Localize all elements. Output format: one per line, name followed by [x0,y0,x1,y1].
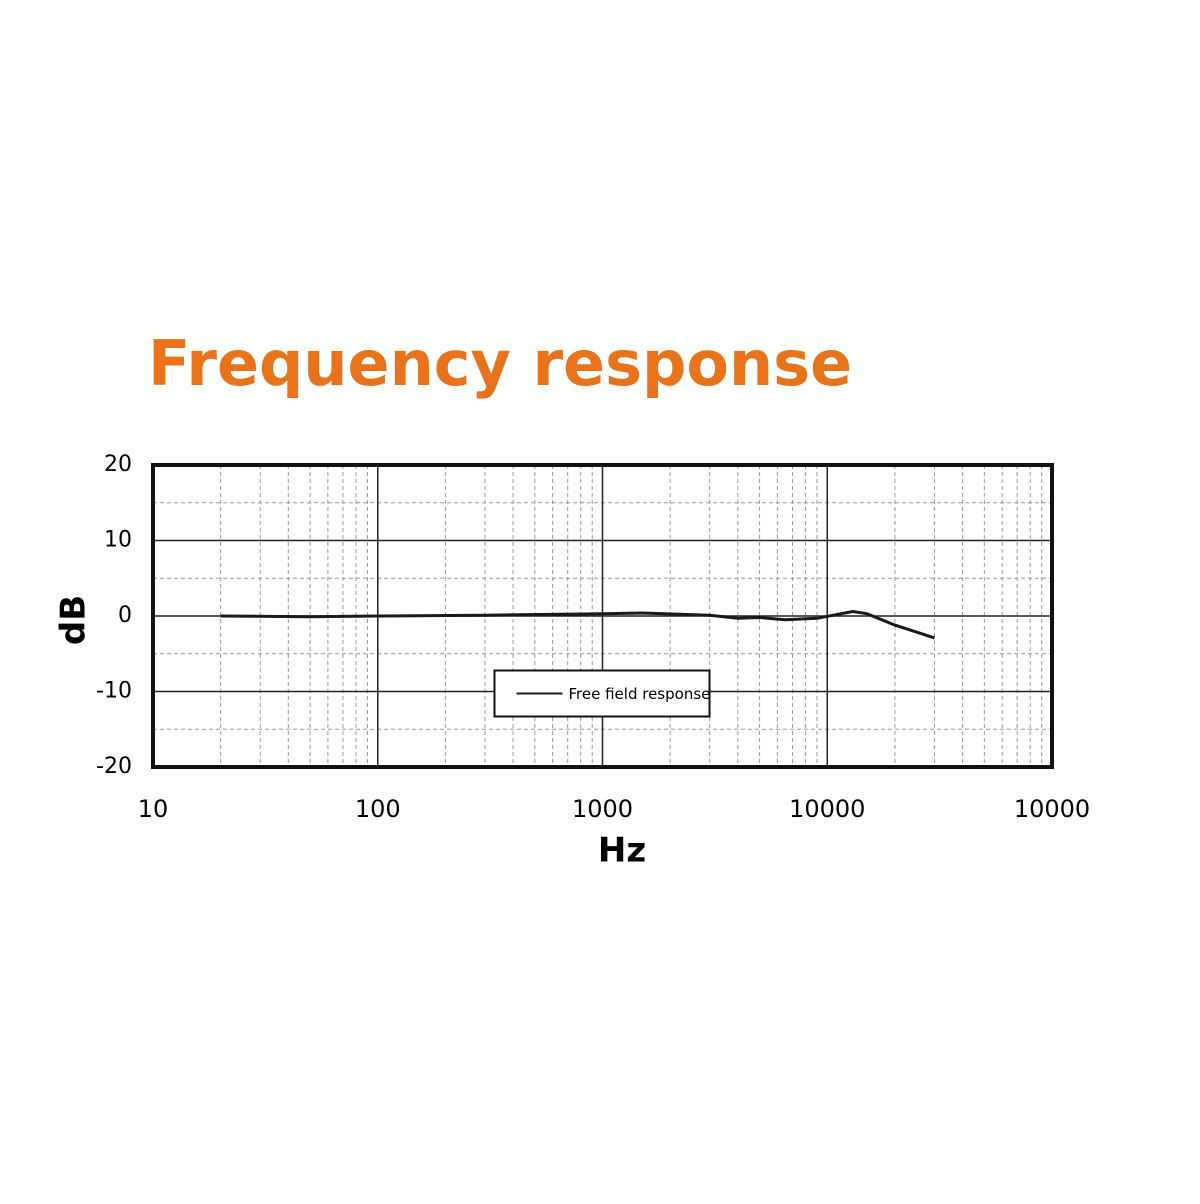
x-axis-label: Hz [598,831,646,871]
y-tick-label: -20 [96,754,132,779]
x-tick-label: 10 [138,795,169,823]
chart-title: Frequency response [148,327,852,400]
x-tick-label: 10000 [1014,795,1090,823]
x-tick-label: 10000 [789,795,865,823]
x-tick-label: 100 [355,795,401,823]
y-tick-label: 20 [104,452,132,477]
plot-frame [151,463,1054,769]
y-tick-label: -10 [96,679,132,704]
y-tick-label: 0 [118,603,132,628]
x-tick-label: 1000 [572,795,633,823]
y-tick-label: 10 [104,528,132,553]
data-line [220,610,935,640]
legend-label: Free field response [569,685,711,703]
y-axis-label: dB [54,595,94,645]
